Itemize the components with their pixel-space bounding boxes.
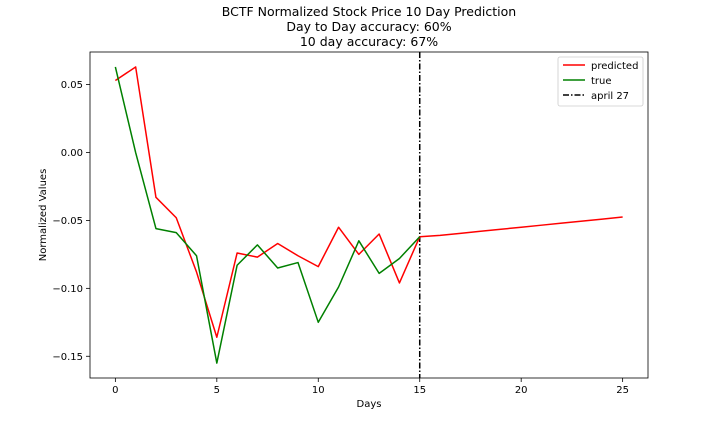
legend-label-true: true xyxy=(591,76,612,87)
x-tick-label: 10 xyxy=(312,385,325,396)
x-tick-label: 25 xyxy=(616,385,629,396)
legend: predicted true april 27 xyxy=(557,56,644,107)
plot-content xyxy=(114,52,623,378)
y-axis: 0.05 0.00 −0.05 −0.10 −0.15 xyxy=(52,80,90,363)
chart-title-line-2: Day to Day accuracy: 60% xyxy=(286,19,451,34)
series-line-true xyxy=(114,66,421,364)
x-tick-label: 20 xyxy=(515,385,528,396)
x-axis: 0 5 10 15 20 25 xyxy=(112,378,629,396)
series-line-predicted xyxy=(114,66,623,338)
legend-label-april-27: april 27 xyxy=(591,91,629,102)
y-tick-label: 0.00 xyxy=(61,148,83,159)
y-tick-label: −0.15 xyxy=(52,352,83,363)
plot-frame xyxy=(89,51,649,379)
y-tick-label: −0.10 xyxy=(52,284,83,295)
chart-title-line-1: BCTF Normalized Stock Price 10 Day Predi… xyxy=(222,4,516,19)
y-tick-label: 0.05 xyxy=(61,80,83,91)
x-tick-label: 15 xyxy=(413,385,426,396)
chart-title-line-3: 10 day accuracy: 67% xyxy=(300,34,438,49)
legend-label-predicted: predicted xyxy=(591,61,638,72)
x-axis-label: Days xyxy=(357,399,382,410)
y-axis-label: Normalized Values xyxy=(38,169,49,262)
y-tick-label: −0.05 xyxy=(52,216,83,227)
x-tick-label: 0 xyxy=(112,385,118,396)
legend-box xyxy=(557,56,644,107)
x-tick-label: 5 xyxy=(214,385,220,396)
